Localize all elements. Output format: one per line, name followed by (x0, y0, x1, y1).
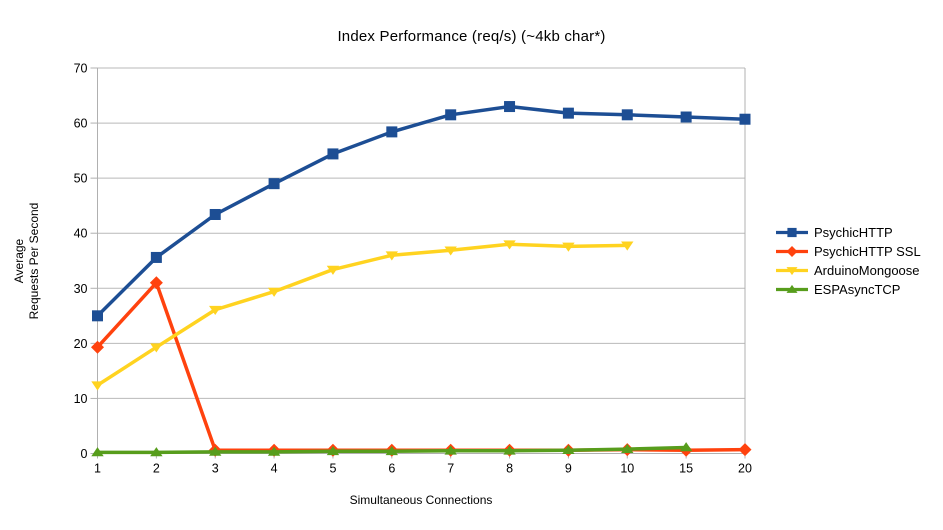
square-marker-icon (787, 227, 797, 237)
legend-label-psychichttp-ssl: PsychicHTTP SSL (814, 243, 921, 259)
series-marker-arduinomongoose-8 (503, 240, 516, 250)
y-tick-label-60: 60 (74, 117, 88, 131)
series-marker-espasynctcp-3 (209, 446, 222, 456)
y-tick-label-0: 0 (81, 447, 88, 461)
x-tick-label-15: 15 (679, 462, 693, 476)
series-marker-psychichttp-ssl-2 (149, 276, 163, 290)
y-tick-label-10: 10 (74, 392, 88, 406)
series-marker-espasynctcp-15 (679, 442, 693, 452)
diamond-line-icon (776, 245, 808, 257)
legend-item-arduinomongoose: ArduinoMongoose (775, 262, 921, 278)
y-tick-label-70: 70 (74, 62, 88, 76)
series-marker-espasynctcp-5 (326, 446, 340, 456)
diamond-marker-icon (786, 245, 798, 257)
x-tick-label-9: 9 (565, 462, 572, 476)
x-tick-label-1: 1 (94, 462, 101, 476)
series-marker-arduinomongoose-1 (91, 381, 104, 391)
y-tick-label-50: 50 (74, 172, 88, 186)
series-marker-espasynctcp-9 (562, 444, 575, 455)
series-marker-arduinomongoose-3 (209, 305, 222, 316)
series-line-arduinomongoose (95, 242, 630, 387)
triangle-down-marker-icon (786, 266, 798, 275)
series-marker-psychichttp-20 (739, 113, 751, 125)
series-marker-arduinomongoose-9 (562, 242, 575, 252)
series-marker-arduinomongoose-5 (326, 265, 340, 275)
x-tick-label-3: 3 (212, 462, 219, 476)
x-tick-label-8: 8 (506, 462, 513, 476)
triangle-up-line-icon (776, 284, 808, 293)
series-marker-espasynctcp-10 (621, 443, 634, 453)
series-marker-espasynctcp-1 (91, 447, 104, 457)
series-marker-arduinomongoose-7 (444, 246, 457, 256)
series-marker-arduinomongoose-6 (385, 251, 399, 261)
series-line-psychichttp-ssl (95, 281, 747, 452)
series-marker-psychichttp-3 (209, 208, 221, 220)
series-marker-espasynctcp-6 (385, 446, 399, 456)
x-tick-label-2: 2 (153, 462, 160, 476)
series-marker-psychichttp-1 (92, 310, 103, 322)
x-tick-label-10: 10 (620, 462, 634, 476)
square-line-icon (776, 227, 808, 237)
legend-item-psychichttp-ssl: PsychicHTTP SSL (775, 243, 921, 259)
legend-label-psychichttp: PsychicHTTP (814, 224, 893, 240)
series-marker-psychichttp-5 (327, 148, 339, 160)
series-marker-espasynctcp-7 (444, 445, 457, 455)
chart-title: Index Performance (req/s) (~4kb char*) (337, 28, 606, 45)
legend-item-psychichttp: PsychicHTTP (775, 224, 921, 240)
series-marker-psychichttp-15 (680, 111, 692, 123)
series-marker-psychichttp-2 (150, 251, 162, 263)
legend-label-espasynctcp: ESPAsyncTCP (814, 281, 901, 297)
series-marker-psychichttp-7 (445, 109, 457, 121)
series-marker-psychichttp-10 (621, 109, 633, 121)
x-tick-label-4: 4 (271, 462, 278, 476)
x-tick-label-6: 6 (388, 462, 395, 476)
legend-item-espasynctcp: ESPAsyncTCP (775, 281, 921, 297)
series-marker-psychichttp-9 (562, 107, 574, 119)
series-marker-arduinomongoose-2 (150, 343, 163, 353)
y-tick-label-30: 30 (74, 282, 88, 296)
triangle-up-marker-icon (786, 284, 798, 293)
x-tick-label-7: 7 (447, 462, 454, 476)
series-marker-espasynctcp-4 (267, 446, 281, 456)
series-marker-arduinomongoose-4 (267, 287, 281, 297)
series-marker-espasynctcp-8 (503, 445, 516, 455)
series-marker-psychichttp-4 (268, 178, 280, 190)
series-marker-espasynctcp-2 (150, 447, 163, 457)
x-axis-title: Simultaneous Connections (349, 493, 493, 507)
series-marker-arduinomongoose-10 (621, 241, 634, 251)
series-marker-psychichttp-6 (386, 126, 398, 138)
triangle-down-line-icon (776, 266, 808, 275)
y-tick-label-40: 40 (74, 227, 88, 241)
series-marker-psychichttp-ssl-1 (91, 340, 104, 354)
legend: PsychicHTTP PsychicHTTP SSL ArduinoMongoos… (775, 224, 921, 297)
x-tick-label-20: 20 (738, 462, 752, 476)
legend-label-arduinomongoose: ArduinoMongoose (814, 262, 920, 278)
series-marker-psychichttp-ssl-20 (738, 443, 752, 457)
series-marker-psychichttp-8 (504, 101, 516, 113)
series-line-psychichttp (95, 104, 747, 318)
x-tick-label-5: 5 (329, 462, 336, 476)
y-tick-label-20: 20 (74, 337, 88, 351)
